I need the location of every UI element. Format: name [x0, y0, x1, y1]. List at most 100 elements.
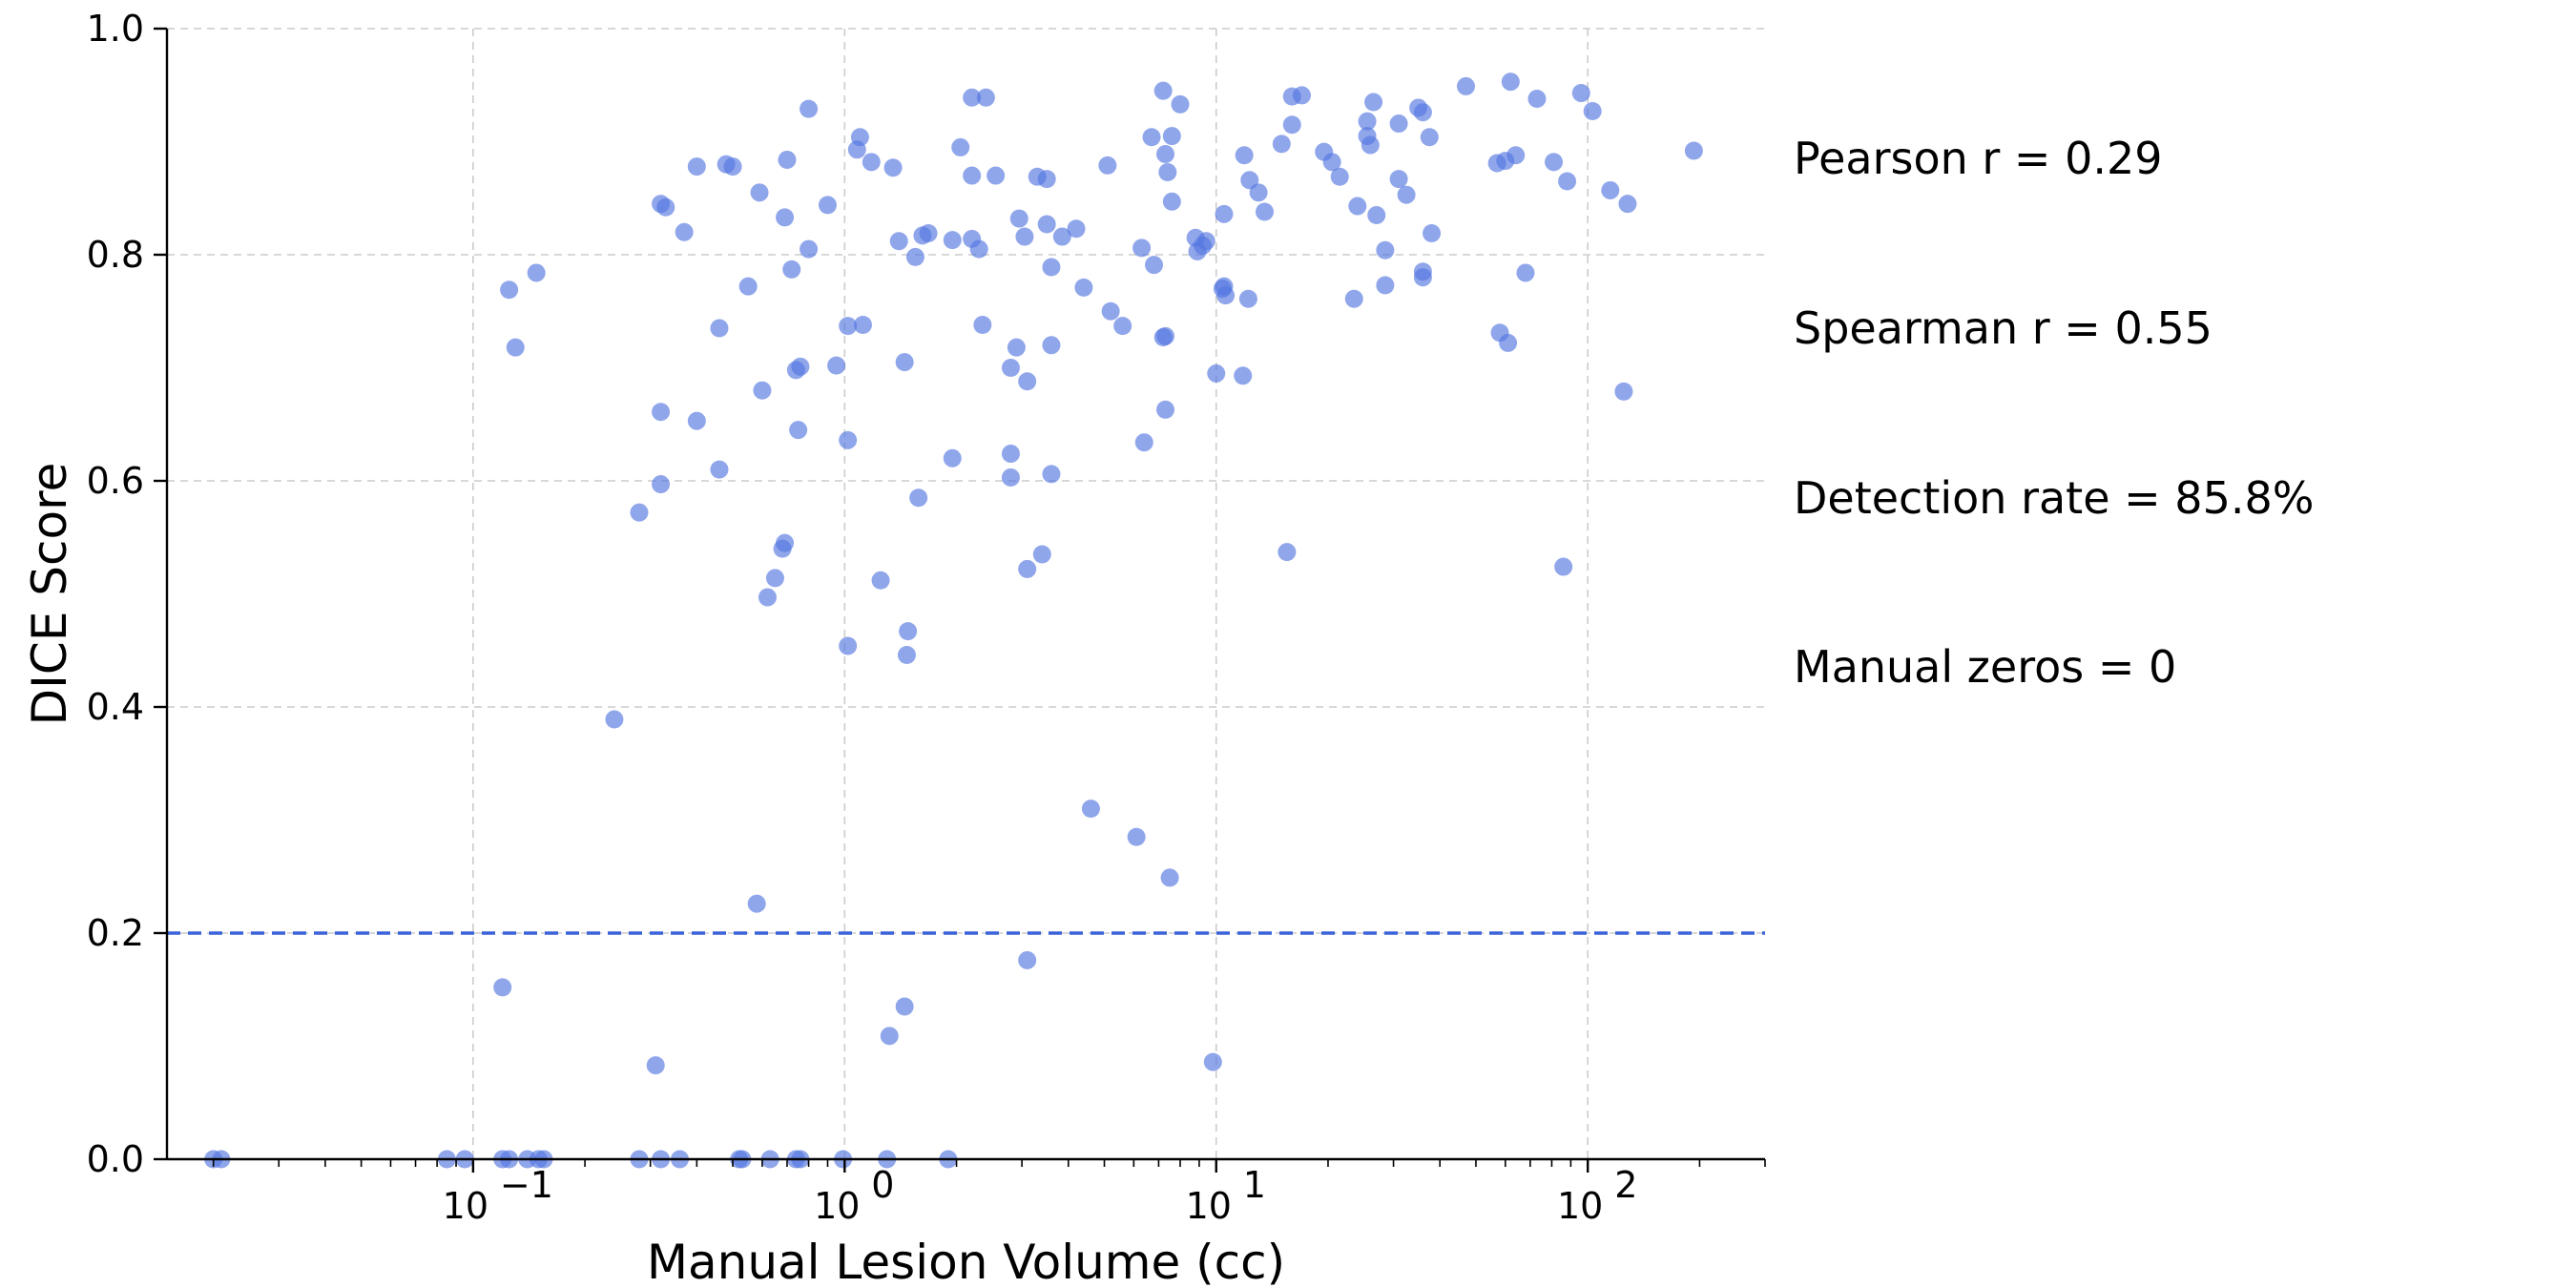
data-point: [897, 645, 916, 664]
data-point: [1234, 366, 1253, 385]
data-point: [1527, 89, 1547, 108]
data-point: [1413, 262, 1432, 281]
data-point: [1423, 223, 1442, 242]
data-point: [909, 488, 928, 508]
data-point: [1207, 364, 1226, 383]
data-point: [839, 636, 858, 655]
data-point: [687, 157, 706, 177]
data-point: [951, 137, 970, 156]
data-point: [943, 231, 962, 250]
data-point: [1397, 185, 1416, 204]
x-tick-label: 10: [443, 1185, 488, 1227]
data-point: [1171, 94, 1190, 114]
data-point: [738, 277, 758, 296]
data-point: [1186, 228, 1205, 247]
data-point: [973, 315, 992, 334]
data-point: [1583, 102, 1602, 121]
data-point: [1127, 827, 1146, 846]
data-point: [919, 223, 938, 242]
data-point: [1240, 171, 1259, 190]
data-point: [871, 571, 890, 590]
y-tick-label: 1.0: [87, 8, 144, 50]
data-point: [1018, 950, 1037, 969]
data-point: [1074, 278, 1093, 297]
x-tick-exponent: 0: [871, 1164, 894, 1206]
data-point: [500, 280, 519, 300]
data-point: [1142, 128, 1161, 147]
data-point: [1132, 239, 1152, 258]
data-point: [850, 128, 869, 147]
pearson-annotation: Pearson r = 0.29: [1794, 133, 2163, 184]
data-point: [1037, 170, 1056, 189]
data-point: [750, 183, 769, 202]
data-point: [1101, 301, 1120, 321]
data-point: [1037, 215, 1056, 234]
data-point: [1358, 127, 1377, 146]
data-point: [1113, 317, 1132, 336]
x-tick-exponent: 1: [1243, 1164, 1266, 1206]
data-point: [1367, 206, 1386, 225]
x-tick-label: 10: [1186, 1185, 1232, 1227]
data-point: [880, 1027, 899, 1046]
data-point: [656, 197, 675, 217]
data-point: [1358, 112, 1377, 131]
data-point: [1420, 128, 1439, 147]
data-point: [1389, 170, 1408, 189]
data-point: [1042, 465, 1061, 484]
data-point: [1052, 227, 1071, 246]
data-point: [710, 460, 729, 479]
y-tick-label: 0.8: [87, 234, 144, 276]
data-point: [747, 894, 766, 913]
data-point: [853, 315, 872, 334]
data-point: [1007, 338, 1026, 357]
data-point: [506, 338, 525, 357]
data-point: [1015, 227, 1034, 246]
data-point: [895, 997, 914, 1016]
data-point: [987, 166, 1006, 185]
data-point: [839, 317, 858, 336]
data-point: [839, 430, 858, 449]
manual-zeros-annotation: Manual zeros = 0: [1794, 641, 2176, 693]
x-ticks: 10 −1 10 0 10 1 10 2: [212, 1159, 1766, 1227]
data-point: [758, 588, 777, 607]
data-point: [1160, 868, 1179, 887]
data-point: [827, 356, 846, 375]
data-point: [646, 1056, 665, 1075]
y-tick-label: 0.4: [87, 686, 144, 728]
data-point: [1499, 333, 1518, 352]
data-point: [1018, 559, 1037, 578]
data-point: [753, 381, 772, 400]
data-point: [1409, 98, 1428, 117]
data-point: [1545, 153, 1564, 172]
data-point: [862, 153, 881, 172]
data-point: [1032, 545, 1051, 564]
y-tick-label: 0.6: [87, 460, 144, 502]
data-point: [1098, 156, 1117, 175]
data-point: [1554, 557, 1573, 576]
data-point: [1067, 219, 1086, 239]
data-point: [1601, 180, 1620, 199]
data-point: [493, 978, 512, 997]
y-ticks: 0.0 0.2 0.4 0.6 0.8 1.0: [87, 8, 167, 1180]
data-point: [1018, 372, 1037, 391]
data-point: [675, 222, 694, 241]
x-tick-label: 10: [1557, 1185, 1603, 1227]
spearman-annotation: Spearman r = 0.55: [1794, 302, 2212, 354]
data-point: [778, 150, 797, 169]
x-tick-exponent: 2: [1614, 1164, 1637, 1206]
data-point: [776, 533, 795, 552]
data-point: [800, 99, 819, 118]
data-point: [1001, 467, 1020, 487]
data-point: [1162, 192, 1181, 211]
grid: [167, 28, 1765, 1160]
data-point: [1618, 195, 1637, 214]
data-point: [1516, 263, 1535, 282]
y-tick-label: 0.0: [87, 1138, 144, 1180]
data-point: [652, 403, 671, 422]
data-point: [889, 232, 908, 251]
data-point: [1203, 1052, 1222, 1071]
data-point: [1558, 172, 1577, 191]
data-point: [723, 157, 742, 177]
data-point: [1235, 146, 1254, 165]
